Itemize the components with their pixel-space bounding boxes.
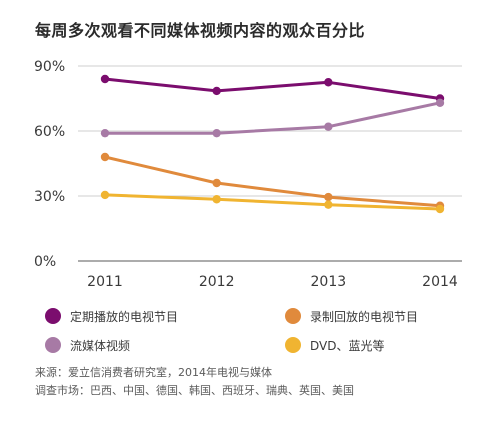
series-line-3	[103, 193, 442, 211]
legend-item-regular-tv: 定期播放的电视节目	[45, 306, 285, 326]
data-point	[324, 200, 333, 209]
markets-note: 调查市场：巴西、中国、德国、韩国、西班牙、瑞典、英国、美国	[35, 384, 354, 397]
y-tick-label: 0%	[34, 254, 56, 270]
legend-label-recorded-tv: 录制回放的电视节目	[310, 309, 419, 324]
data-point	[100, 128, 110, 138]
legend-label-regular-tv: 定期播放的电视节目	[70, 309, 179, 324]
source-note: 来源：爱立信消费者研究室，2014年电视与媒体	[35, 366, 272, 379]
data-point	[212, 128, 221, 138]
y-tick-label: 90%	[34, 59, 65, 75]
x-tick-label: 2014	[422, 274, 458, 290]
legend-item-recorded-tv: 录制回放的电视节目	[285, 306, 485, 326]
series-line-1	[103, 155, 442, 208]
data-point	[324, 122, 333, 131]
legend-swatch-streaming	[45, 337, 61, 353]
legend-label-dvd: DVD、蓝光等	[310, 338, 385, 353]
series-line-2	[103, 101, 442, 135]
legend-item-dvd: DVD、蓝光等	[285, 335, 485, 355]
legend-swatch-dvd	[285, 337, 301, 353]
y-tick-label: 30%	[34, 189, 65, 205]
data-point	[100, 74, 110, 84]
data-point	[100, 152, 110, 162]
legend-item-streaming: 流媒体视频	[45, 335, 285, 355]
data-point	[324, 192, 333, 202]
legend-swatch-regular-tv	[45, 308, 61, 324]
data-point	[212, 86, 221, 96]
x-tick-label: 2013	[311, 274, 347, 290]
line-chart: 0% 30% 60% 90% 2011 2012 2013 2014	[34, 59, 462, 290]
legend-label-streaming: 流媒体视频	[70, 338, 131, 353]
chart-legend: 定期播放的电视节目 录制回放的电视节目 流媒体视频 DVD、蓝光等	[45, 306, 485, 355]
chart-title: 每周多次观看不同媒体视频内容的观众百分比	[35, 21, 366, 40]
legend-swatch-recorded-tv	[285, 308, 301, 324]
data-point	[212, 195, 221, 204]
data-point	[435, 98, 445, 108]
series-line-0	[103, 77, 442, 100]
x-tick-label: 2012	[199, 274, 235, 290]
x-tick-label: 2011	[87, 274, 123, 290]
y-tick-label: 60%	[34, 124, 65, 140]
data-point	[100, 190, 110, 200]
data-point	[212, 178, 221, 188]
data-point	[435, 204, 445, 214]
data-point	[324, 78, 333, 87]
